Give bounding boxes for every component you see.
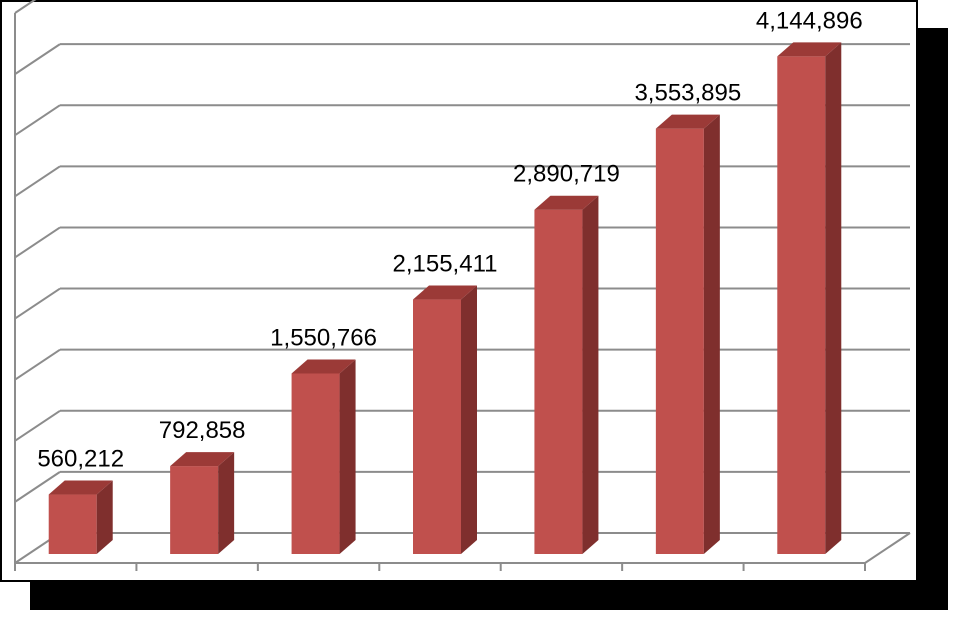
gridline-depth bbox=[14, 348, 61, 381]
bar-front bbox=[534, 209, 583, 555]
bar-top bbox=[413, 285, 477, 300]
floor-right-edge bbox=[864, 532, 911, 564]
bar bbox=[655, 114, 720, 554]
bar bbox=[291, 359, 356, 554]
bar-top bbox=[777, 42, 842, 57]
bar-side bbox=[461, 285, 477, 554]
bar-side bbox=[825, 42, 842, 554]
bar-front bbox=[170, 466, 219, 554]
data-label: 560,212 bbox=[37, 446, 124, 473]
bar-top bbox=[48, 480, 113, 495]
gridline-depth bbox=[14, 226, 61, 259]
bars bbox=[48, 42, 842, 555]
bar-top bbox=[534, 195, 599, 210]
bar-side bbox=[96, 480, 113, 554]
data-label: 3,553,895 bbox=[634, 80, 741, 107]
gridline-depth bbox=[14, 471, 61, 503]
bar-top bbox=[170, 452, 235, 467]
data-label: 1,550,766 bbox=[270, 324, 377, 351]
gridline-depth bbox=[14, 409, 61, 442]
data-label: 792,858 bbox=[159, 417, 246, 444]
bar-top bbox=[655, 114, 720, 129]
bar-side bbox=[582, 195, 599, 555]
bar bbox=[170, 452, 235, 554]
bar bbox=[48, 480, 113, 554]
data-labels: 560,212 792,858 1,550,766 2,155,411 2,890,71… bbox=[37, 7, 862, 472]
bar-front bbox=[777, 56, 826, 554]
bar-front bbox=[291, 373, 340, 554]
data-label: 2,155,411 bbox=[393, 251, 498, 278]
bar-top bbox=[291, 359, 356, 374]
bar-front bbox=[655, 128, 704, 554]
bar-front bbox=[413, 299, 461, 554]
bar-side bbox=[339, 359, 356, 554]
bar-side bbox=[218, 452, 235, 554]
data-label: 4,144,896 bbox=[756, 7, 863, 34]
bar-side bbox=[703, 114, 720, 554]
bar bbox=[534, 195, 599, 555]
gridline-depth bbox=[14, 287, 61, 320]
data-label: 2,890,719 bbox=[513, 161, 620, 188]
gridline-depth bbox=[14, 43, 61, 75]
bar-front bbox=[48, 494, 97, 554]
bar bbox=[777, 42, 842, 554]
gridline-depth bbox=[14, 0, 37, 14]
gridline-depth bbox=[14, 104, 61, 137]
bar bbox=[413, 285, 477, 554]
gridline-depth bbox=[14, 165, 61, 198]
